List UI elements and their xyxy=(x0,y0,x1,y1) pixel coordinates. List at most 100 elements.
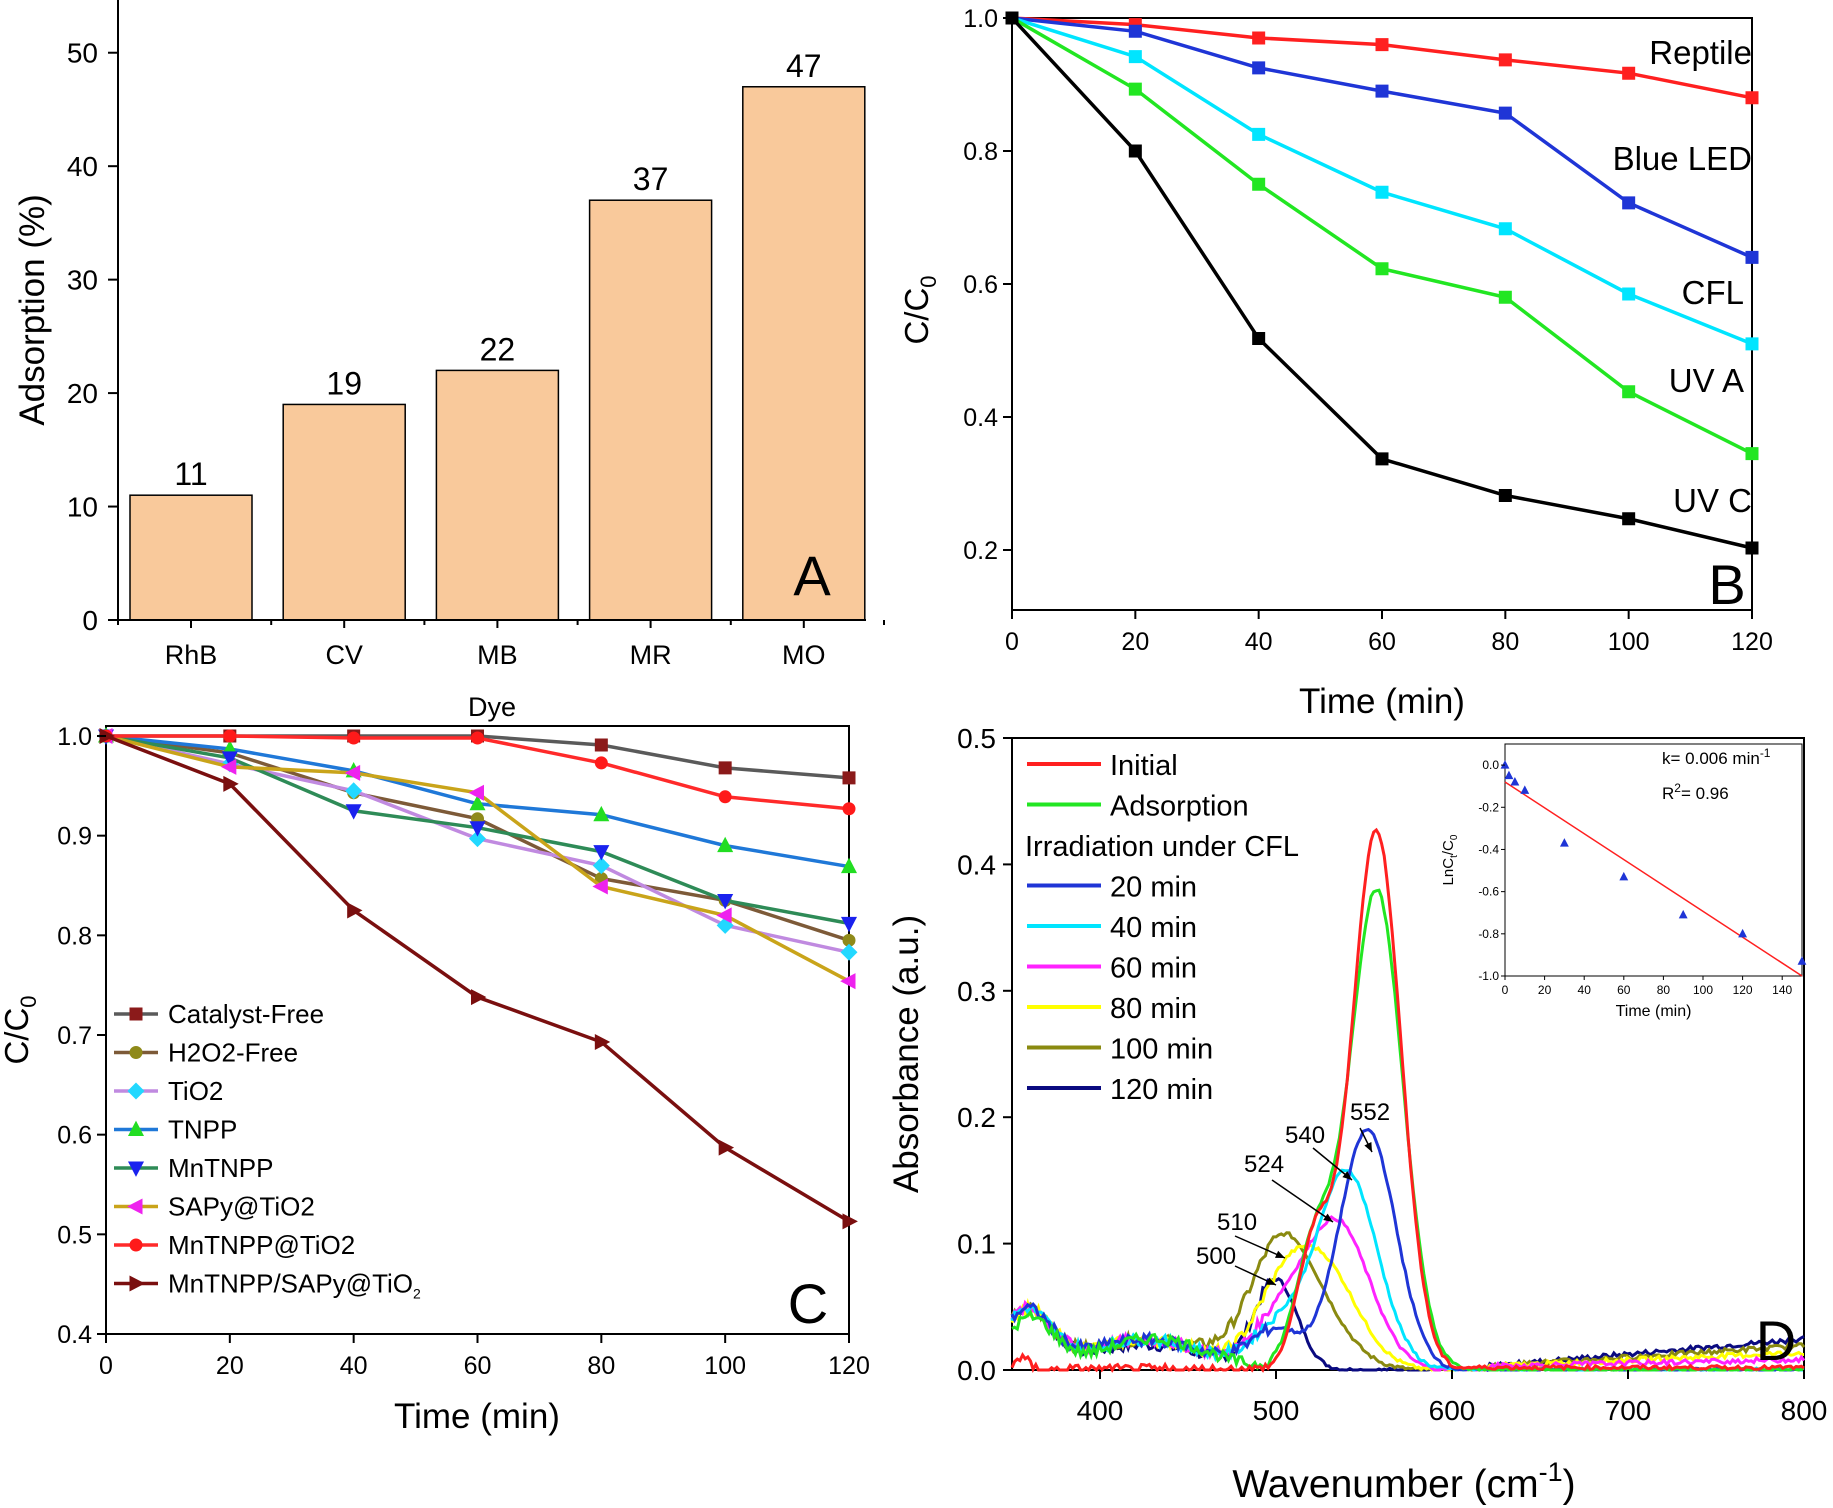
inset-frame xyxy=(1504,743,1803,977)
data-point xyxy=(718,790,732,804)
x-tick-label: 120 xyxy=(1731,628,1773,656)
inset-kinetics-plot: 0.0-0.2-0.4-0.6-0.8-1.00 20 40 60 80 100 120 14… xyxy=(1440,743,1807,1020)
x-tick-label: 0 xyxy=(99,1352,113,1380)
legend-label: Initial xyxy=(1110,750,1178,782)
inset-y-tick-label: -0.2 xyxy=(1478,800,1499,814)
y-axis-label: C/C0 xyxy=(0,995,41,1064)
data-point xyxy=(345,804,362,820)
y-tick-label: 1.0 xyxy=(57,723,92,751)
y-tick-label: 50 xyxy=(67,38,98,69)
data-point xyxy=(842,771,856,785)
bar-rhb xyxy=(129,494,253,621)
data-point xyxy=(842,1213,858,1230)
legend-label-part: SAPy@TiO xyxy=(168,1192,300,1222)
legend-swatch-marker xyxy=(129,1007,143,1021)
data-point xyxy=(718,761,732,775)
peak-arrowhead xyxy=(1275,1250,1285,1258)
data-point xyxy=(347,902,363,919)
x-tick-label: 60 xyxy=(464,1352,492,1380)
legend-label: MnTNPP xyxy=(168,1153,273,1183)
y-tick-label: 0 xyxy=(82,605,98,636)
inset-x-tick-label: 60 xyxy=(1617,983,1631,997)
legend-label: MnTNPP/SAPy@TiO2 xyxy=(168,1269,421,1302)
data-point xyxy=(1745,91,1759,105)
legend-label: H2O2-Free xyxy=(168,1038,298,1068)
legend-label: 100 min xyxy=(1110,1034,1213,1066)
inset-data-point xyxy=(1797,956,1807,965)
data-point xyxy=(840,916,858,933)
inset-x-tick-label: 140 xyxy=(1772,983,1792,997)
data-point xyxy=(468,784,484,801)
data-point xyxy=(468,830,487,848)
legend: Initial Adsorption Irradiation under CFL 20… xyxy=(1025,750,1299,1106)
legend: Catalyst-FreeH2O2-FreeTiO2TNPPMnTNPPSAPy… xyxy=(114,999,421,1302)
inset-r2-tail: = 0.96 xyxy=(1681,784,1729,803)
data-point xyxy=(469,821,486,837)
data-point xyxy=(1622,385,1636,399)
y-tick-label: 0.5 xyxy=(957,723,996,754)
x-tick-label: 40 xyxy=(340,1352,368,1380)
data-point xyxy=(1622,512,1636,526)
legend-swatch-marker xyxy=(127,1198,143,1215)
y-tick-label: 40 xyxy=(67,151,98,182)
data-point xyxy=(1498,290,1512,304)
series-label: Reptile xyxy=(1649,34,1752,71)
panel-label: A xyxy=(793,544,831,607)
x-tick-label: CV xyxy=(325,640,363,670)
legend-label-part: MnTNPP/SAPy@TiO xyxy=(168,1269,413,1299)
y-tick-label: 0.6 xyxy=(57,1122,92,1150)
data-point xyxy=(1128,24,1142,38)
inset-k-sup: -1 xyxy=(1760,746,1771,760)
x-tick-label: MO xyxy=(782,640,826,670)
bar-cv xyxy=(282,403,406,621)
y-tick-label: 0.9 xyxy=(57,823,92,851)
inset-x-axis-label: Time (min) xyxy=(1616,1003,1692,1020)
peak-arrowhead xyxy=(1342,1171,1352,1180)
y-tick-label: 0.2 xyxy=(957,1102,996,1133)
y-axis-ticks: 0.4 0.5 0.6 0.7 0.8 0.9 1.0 xyxy=(57,723,106,1349)
inset-r-squared: R2= 0.96 xyxy=(1662,781,1729,803)
y-axis-ticks: 0.2 0.4 0.6 0.8 1.0 xyxy=(963,5,1012,565)
legend-label: MnTNPP@TiO2 xyxy=(168,1230,355,1260)
x-tick-label: 400 xyxy=(1077,1395,1124,1426)
inset-x-tick-label: 100 xyxy=(1693,983,1713,997)
y-tick-label: 0.3 xyxy=(957,976,996,1007)
data-point xyxy=(594,738,608,752)
series-labels: Reptile Blue LED CFL UV A UV C xyxy=(1613,34,1752,519)
bar-value-label: 19 xyxy=(326,365,362,401)
x-tick-label: 80 xyxy=(1491,628,1519,656)
inset-y-tick-label: -1.0 xyxy=(1478,969,1499,983)
inset-y-axis-label: LnCt/C0 xyxy=(1440,834,1460,885)
inset-y-label-sub: 0 xyxy=(1449,834,1460,840)
y-tick-label: 0.4 xyxy=(963,404,998,432)
y-axis-label: Absorbance (a.u.) xyxy=(887,915,926,1193)
y-tick-label: 0.2 xyxy=(963,537,998,565)
data-point xyxy=(223,729,237,743)
legend-label: 120 min xyxy=(1110,1074,1213,1106)
x-axis-label-tail: ) xyxy=(1563,1463,1576,1506)
data-point xyxy=(1622,196,1636,210)
y-tick-label: 0.8 xyxy=(963,138,998,166)
inset-r2-sup: 2 xyxy=(1674,781,1681,795)
inset-y-tick-label: 0.0 xyxy=(1482,758,1499,772)
data-point xyxy=(716,907,732,924)
peak-arrowhead xyxy=(1364,1142,1372,1152)
data-point xyxy=(471,989,487,1006)
inset-rate-constant: k= 0.006 min-1 xyxy=(1662,746,1771,768)
data-point xyxy=(220,758,237,775)
inset-x-tick-label: 20 xyxy=(1538,983,1552,997)
panel-label: C xyxy=(788,1272,828,1335)
data-point xyxy=(1745,541,1759,555)
data-point xyxy=(1745,250,1759,264)
legend-label-sub: 2 xyxy=(341,1230,355,1260)
legend-label: SAPy@TiO2 xyxy=(168,1192,315,1222)
x-tick-label: 500 xyxy=(1253,1395,1300,1426)
inset-x-tick-label: 120 xyxy=(1733,983,1753,997)
inset-data-point xyxy=(1520,785,1530,794)
data-point xyxy=(840,943,858,961)
data-point xyxy=(1128,50,1142,64)
legend-swatch-marker xyxy=(129,1046,143,1059)
data-point xyxy=(717,836,734,853)
panel-b: Reptile Blue LED CFL UV A UV C 0.2 0.4 0.6 0.8 1… xyxy=(898,5,1773,721)
